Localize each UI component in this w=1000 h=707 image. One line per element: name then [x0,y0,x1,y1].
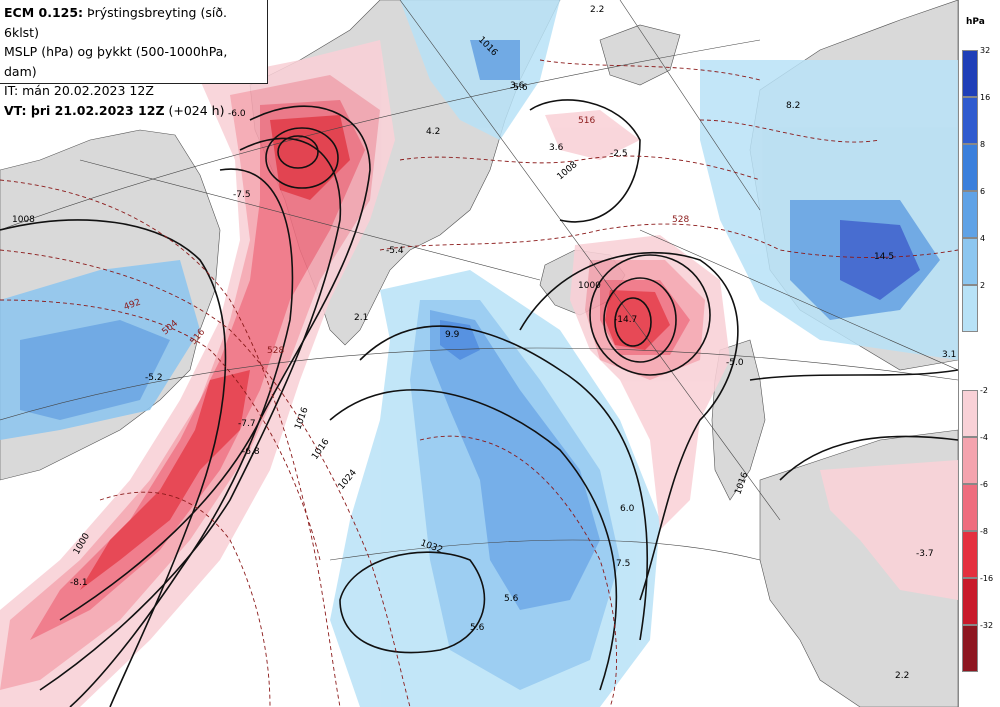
thickness-lines [0,59,958,707]
value-labels: -6.0 -7.5 4.2 -5.6 -5.4 2.1 9.9 -7.7 -6.… [70,5,956,681]
isobar-label: 1016 [310,437,331,462]
thickness-label: 528 [672,215,689,225]
graticule [0,0,958,561]
value-label: -5.2 [145,373,163,383]
legend-fall-label: -6 [980,480,988,489]
thickness-label: 516 [578,116,595,126]
value-label: 2.2 [895,671,909,681]
value-label: 8.2 [786,101,800,111]
value-label: -7.7 [238,419,256,429]
legend-fall-swatch [962,625,978,672]
value-label: 5.6 [470,623,485,633]
legend-rise-label: 2 [980,281,986,290]
isobar-label: 1016 [293,406,310,431]
legend-fall-swatch [962,578,978,625]
legend-rise-label: 8 [980,140,986,149]
value-label: 3.6 [510,81,525,91]
legend-fall-swatch [962,390,978,437]
legend-rise-label: 16 [980,93,991,102]
legend-fall-label: -8 [980,527,988,536]
legend-unit: hPa [966,17,985,27]
value-label: 4.2 [426,127,440,137]
isobar-label: 1008 [556,160,580,183]
value-label: 5.6 [504,594,519,604]
isobar-label: 1008 [12,215,35,225]
value-label: -5.0 [726,358,744,368]
map-canvas: 1008 1016 1016 1024 1032 1000 1008 1000 … [0,0,958,707]
title-line: ECM 0.125: Þrýstingsbreyting (síð. 6klst… [4,3,263,42]
legend-rise-swatch [962,144,978,191]
value-label: 6.0 [620,504,635,514]
legend-fall-label: -4 [980,433,988,442]
value-label: -7.5 [233,190,251,200]
valid-time-line: VT: þri 21.02.2023 12Z (+024 h) [4,101,263,121]
subtitle-line: MSLP (hPa) og þykkt (500-1000hPa, dam) [4,44,228,79]
map-info-box: ECM 0.125: Þrýstingsbreyting (síð. 6klst… [0,0,268,118]
legend-rise-swatch [962,97,978,144]
legend-fall-swatch [962,437,978,484]
valid-time: VT: þri 21.02.2023 12Z [4,102,165,118]
legend-rise-swatch [962,191,978,238]
value-label: 7.5 [616,559,630,569]
legend-fall-swatch [962,531,978,578]
field-title: Þrýstingsbreyting (síð. 6klst) [4,5,227,40]
legend-rise-label: 6 [980,187,986,196]
svalbard-land [599,24,681,86]
value-label: -6.0 [228,109,246,119]
value-label: 3.1 [942,350,956,360]
init-time: IT: mán 20.02.2023 12Z [4,83,154,98]
value-label: -6.8 [242,447,260,457]
model-name: ECM 0.125: [4,5,84,20]
thickness-label: 528 [267,346,284,356]
legend-fall-label: -2 [980,386,988,395]
value-label: -2.5 [610,149,628,159]
value-label: -5.4 [386,246,404,256]
value-label: 2.1 [354,313,368,323]
legend-rise-label: 4 [980,234,986,243]
legend-rise-label: 32 [980,46,991,55]
value-label: -5.6 [510,83,528,93]
legend-rise-swatch [962,50,978,97]
isobar-label: 1000 [578,281,601,291]
weather-map: 1008 1016 1016 1024 1032 1000 1008 1000 … [0,0,958,707]
legend-rise-swatch [962,285,978,332]
isobars [0,99,958,707]
value-label: 14.5 [874,252,894,262]
legend-fall-label: -32 [980,621,994,630]
legend-rise-swatch [962,238,978,285]
value-label: -14.7 [614,315,637,325]
legend-fall-swatch [962,484,978,531]
value-label: 9.9 [445,330,460,340]
value-label: -3.7 [916,549,934,559]
value-label: 3.6 [549,143,564,153]
legend-fall-label: -16 [980,574,994,583]
value-label: 2.2 [590,5,604,15]
isobar-label: 1024 [337,468,360,492]
forecast-step: (+024 h) [164,102,225,118]
value-label: -8.1 [70,578,88,588]
